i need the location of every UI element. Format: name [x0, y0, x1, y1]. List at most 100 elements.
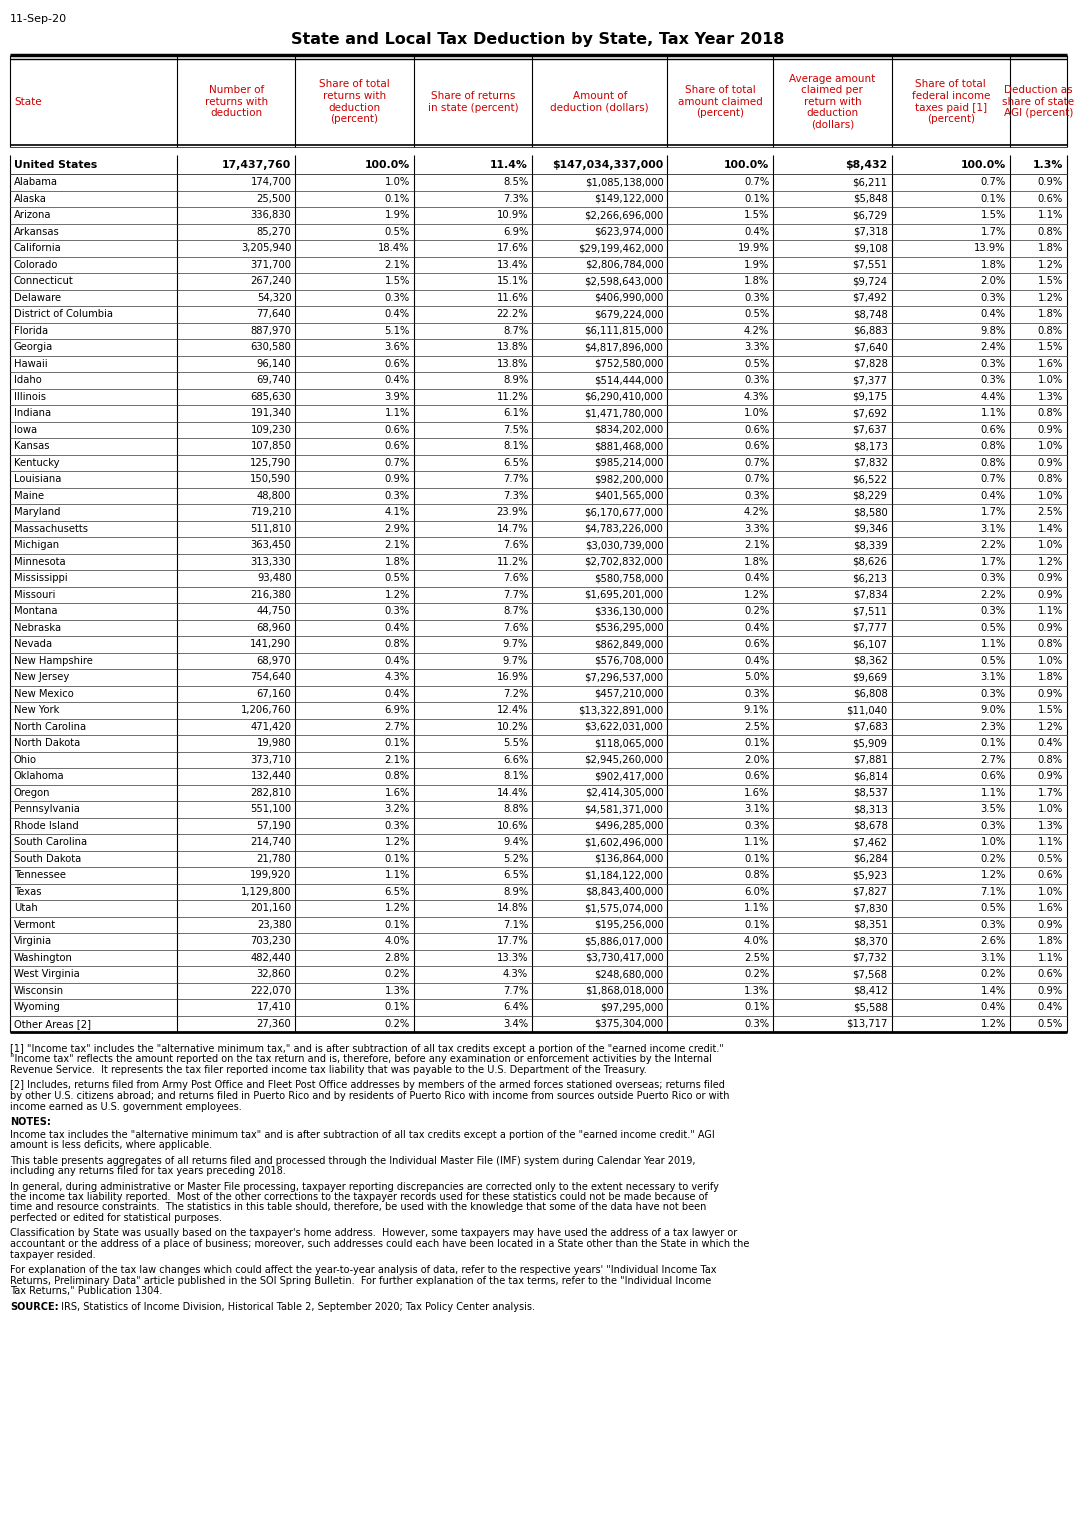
- Text: 10.9%: 10.9%: [496, 210, 528, 221]
- Text: 1.5%: 1.5%: [744, 210, 769, 221]
- Text: 32,860: 32,860: [256, 969, 292, 979]
- Text: 1.2%: 1.2%: [744, 589, 769, 600]
- Text: 0.3%: 0.3%: [744, 1019, 769, 1028]
- Text: $4,581,371,000: $4,581,371,000: [585, 804, 663, 815]
- Text: 6.1%: 6.1%: [503, 408, 528, 419]
- Text: $8,843,400,000: $8,843,400,000: [585, 886, 663, 897]
- Text: 5.0%: 5.0%: [744, 672, 769, 682]
- Text: 0.6%: 0.6%: [744, 442, 769, 451]
- Text: Delaware: Delaware: [14, 292, 61, 303]
- Text: Revenue Service.  It represents the tax filer reported income tax liability that: Revenue Service. It represents the tax f…: [10, 1065, 647, 1075]
- Text: $6,213: $6,213: [853, 573, 887, 583]
- Text: 0.9%: 0.9%: [1038, 920, 1063, 929]
- Text: 7.7%: 7.7%: [503, 589, 528, 600]
- Text: 48,800: 48,800: [257, 490, 292, 501]
- Text: 2.1%: 2.1%: [384, 541, 409, 550]
- Text: $7,377: $7,377: [853, 375, 887, 385]
- Text: Massachusetts: Massachusetts: [14, 524, 88, 533]
- Text: $6,808: $6,808: [853, 688, 887, 699]
- Text: 0.8%: 0.8%: [1038, 326, 1063, 335]
- Text: $7,511: $7,511: [852, 606, 887, 617]
- Text: 2.5%: 2.5%: [744, 722, 769, 731]
- Text: 0.2%: 0.2%: [384, 969, 409, 979]
- Text: 17,410: 17,410: [256, 1002, 292, 1013]
- Text: 16.9%: 16.9%: [496, 672, 528, 682]
- Text: 14.7%: 14.7%: [496, 524, 528, 533]
- Text: 313,330: 313,330: [251, 557, 292, 567]
- Text: $11,040: $11,040: [847, 705, 887, 716]
- Text: 0.7%: 0.7%: [981, 474, 1006, 484]
- Text: Washington: Washington: [14, 953, 73, 963]
- Text: IRS, Statistics of Income Division, Historical Table 2, September 2020; Tax Poli: IRS, Statistics of Income Division, Hist…: [58, 1302, 535, 1311]
- Text: 1.0%: 1.0%: [1038, 656, 1063, 666]
- Text: 1.5%: 1.5%: [1037, 343, 1063, 352]
- Text: Arkansas: Arkansas: [14, 227, 59, 236]
- Text: 754,640: 754,640: [250, 672, 292, 682]
- Text: 17.6%: 17.6%: [496, 244, 528, 253]
- Text: 100.0%: 100.0%: [364, 160, 409, 169]
- Text: 11.4%: 11.4%: [490, 160, 528, 169]
- Text: $7,296,537,000: $7,296,537,000: [585, 672, 663, 682]
- Text: $6,284: $6,284: [853, 854, 887, 864]
- Text: 1.1%: 1.1%: [384, 870, 409, 880]
- Text: $985,214,000: $985,214,000: [593, 458, 663, 468]
- Text: $3,030,739,000: $3,030,739,000: [585, 541, 663, 550]
- Text: 1.9%: 1.9%: [744, 260, 769, 270]
- Text: 0.9%: 0.9%: [1038, 985, 1063, 996]
- Text: 0.5%: 0.5%: [981, 903, 1006, 914]
- Text: $375,304,000: $375,304,000: [595, 1019, 663, 1028]
- Text: $195,256,000: $195,256,000: [593, 920, 663, 929]
- Text: 8.9%: 8.9%: [503, 886, 528, 897]
- Text: 267,240: 267,240: [250, 276, 292, 286]
- Text: 1.5%: 1.5%: [1037, 276, 1063, 286]
- Text: $834,202,000: $834,202,000: [595, 425, 663, 434]
- Text: 0.3%: 0.3%: [744, 490, 769, 501]
- Text: 0.3%: 0.3%: [384, 490, 409, 501]
- Text: $7,832: $7,832: [853, 458, 887, 468]
- Text: 0.3%: 0.3%: [981, 606, 1006, 617]
- Text: 7.3%: 7.3%: [503, 193, 528, 204]
- Text: 1.5%: 1.5%: [384, 276, 409, 286]
- Text: 511,810: 511,810: [250, 524, 292, 533]
- Text: 1.6%: 1.6%: [1037, 903, 1063, 914]
- Text: 0.3%: 0.3%: [981, 292, 1006, 303]
- Text: 0.9%: 0.9%: [1038, 688, 1063, 699]
- Text: $7,492: $7,492: [853, 292, 887, 303]
- Text: $5,588: $5,588: [853, 1002, 887, 1013]
- Text: New Jersey: New Jersey: [14, 672, 69, 682]
- Text: 1.4%: 1.4%: [1038, 524, 1063, 533]
- Text: $29,199,462,000: $29,199,462,000: [578, 244, 663, 253]
- Text: 1.1%: 1.1%: [980, 787, 1006, 798]
- Text: 1,129,800: 1,129,800: [241, 886, 292, 897]
- Text: 7.6%: 7.6%: [503, 623, 528, 632]
- Text: 17,437,760: 17,437,760: [222, 160, 292, 169]
- Text: 1.8%: 1.8%: [1038, 309, 1063, 320]
- Text: Idaho: Idaho: [14, 375, 42, 385]
- Text: 0.3%: 0.3%: [981, 821, 1006, 830]
- Text: 8.7%: 8.7%: [503, 606, 528, 617]
- Text: 0.5%: 0.5%: [1038, 854, 1063, 864]
- Text: 336,830: 336,830: [251, 210, 292, 221]
- Text: 21,780: 21,780: [256, 854, 292, 864]
- Text: 630,580: 630,580: [251, 343, 292, 352]
- Text: $4,783,226,000: $4,783,226,000: [585, 524, 663, 533]
- Text: $406,990,000: $406,990,000: [595, 292, 663, 303]
- Text: Texas: Texas: [14, 886, 42, 897]
- Text: State: State: [14, 97, 42, 107]
- Text: 1.8%: 1.8%: [1038, 937, 1063, 946]
- Text: 1.8%: 1.8%: [1038, 672, 1063, 682]
- Text: 4.2%: 4.2%: [744, 326, 769, 335]
- Text: 0.1%: 0.1%: [384, 854, 409, 864]
- Text: Virginia: Virginia: [14, 937, 52, 946]
- Text: 2.1%: 2.1%: [744, 541, 769, 550]
- Text: 482,440: 482,440: [251, 953, 292, 963]
- Text: Nevada: Nevada: [14, 640, 52, 649]
- Text: 1.6%: 1.6%: [744, 787, 769, 798]
- Text: $6,729: $6,729: [852, 210, 887, 221]
- Text: 1.0%: 1.0%: [981, 838, 1006, 847]
- Text: $862,849,000: $862,849,000: [595, 640, 663, 649]
- Text: $8,748: $8,748: [853, 309, 887, 320]
- Text: 8.1%: 8.1%: [503, 442, 528, 451]
- Text: 0.5%: 0.5%: [981, 656, 1006, 666]
- Text: $1,575,074,000: $1,575,074,000: [585, 903, 663, 914]
